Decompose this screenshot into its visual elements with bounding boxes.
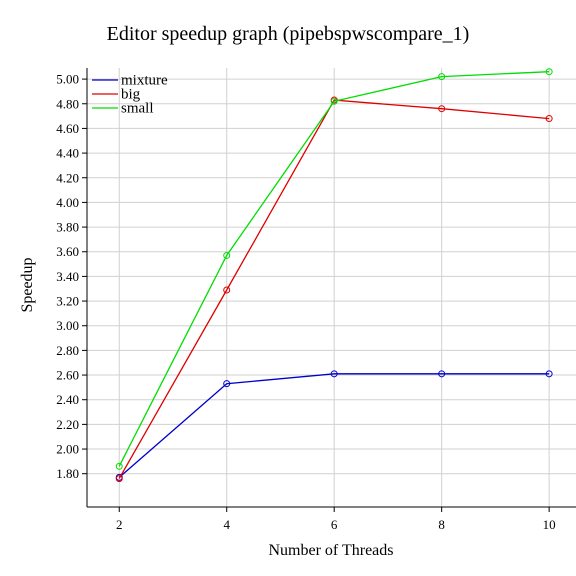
- axes: 2 4 6 8 10 1.80 2.00 2.20 2.40 2.60 2.80 3.00 3.20 3.…: [56, 68, 576, 532]
- data-point-big: [545, 115, 553, 123]
- y-tick-label: 2.80: [56, 343, 79, 358]
- y-tick-label: 4.60: [56, 121, 79, 136]
- x-axis-label: Number of Threads: [269, 542, 394, 559]
- y-tick-label: 4.80: [56, 96, 79, 111]
- legend-label-mixture: mixture: [121, 73, 168, 89]
- data-point-mixture: [545, 370, 553, 378]
- y-axis-label: Speedup: [19, 257, 36, 312]
- y-tick-label: 3.20: [56, 294, 79, 309]
- y-tick-label: 1.80: [56, 466, 79, 481]
- data-point-big: [438, 105, 446, 113]
- data-point-small: [438, 73, 446, 81]
- y-tick-label: 3.60: [56, 244, 79, 259]
- data-point-mixture: [438, 370, 446, 378]
- data-point-small: [330, 97, 338, 105]
- legend-label-small: small: [121, 101, 154, 117]
- y-tick-label: 3.00: [56, 318, 79, 333]
- legend-label-big: big: [121, 87, 141, 103]
- y-tick-label: 2.00: [56, 442, 79, 457]
- data-point-small: [223, 251, 231, 259]
- y-tick-label: 2.40: [56, 392, 79, 407]
- y-tick-label: 2.60: [56, 368, 79, 383]
- grid: [87, 68, 576, 507]
- y-tick-label: 3.80: [56, 220, 79, 235]
- x-tick-label: 6: [331, 517, 338, 532]
- data-point-mixture: [223, 380, 231, 388]
- x-tick-label: 4: [223, 517, 230, 532]
- data-point-big: [115, 475, 123, 483]
- data-point-small: [545, 68, 553, 76]
- y-tick-label: 4.40: [56, 146, 79, 161]
- data-point-mixture: [330, 370, 338, 378]
- series-line-big: [118, 99, 550, 479]
- x-tick-label: 10: [543, 517, 556, 532]
- y-tick-label: 5.00: [56, 72, 79, 87]
- y-tick-label: 2.20: [56, 417, 79, 432]
- y-tick-label: 3.40: [56, 269, 79, 284]
- series-line-mixture: [118, 373, 550, 478]
- x-tick-label: 2: [116, 517, 123, 532]
- x-tick-label: 8: [438, 517, 445, 532]
- data-point-big: [223, 286, 231, 294]
- y-tick-label: 4.20: [56, 170, 79, 185]
- chart-title: Editor speedup graph (pipebspwscompare_1…: [107, 23, 470, 45]
- series-line-small: [118, 71, 550, 467]
- data-point-small: [115, 462, 123, 470]
- y-tick-label: 4.00: [56, 195, 79, 210]
- data-series: [115, 68, 553, 483]
